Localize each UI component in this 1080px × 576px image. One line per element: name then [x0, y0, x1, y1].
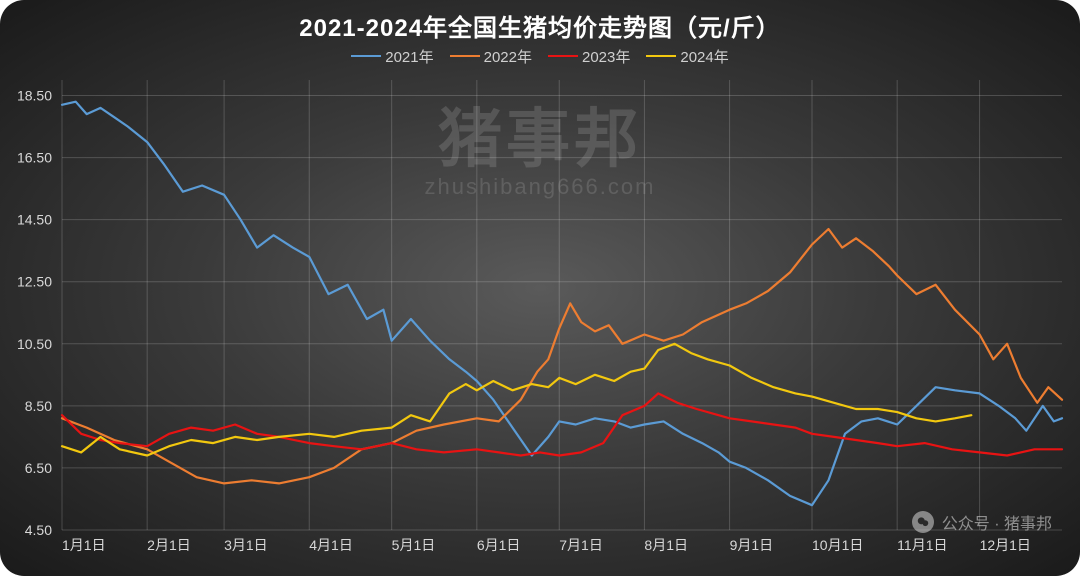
x-tick-label: 5月1日: [392, 537, 436, 553]
x-tick-label: 2月1日: [147, 537, 191, 553]
attribution: 公众号 · 猪事邦: [912, 510, 1052, 534]
attribution-text: 公众号 · 猪事邦: [942, 510, 1052, 534]
chart-container: 2021-2024年全国生猪均价走势图（元/斤） 2021年2022年2023年…: [0, 0, 1080, 576]
x-tick-label: 3月1日: [224, 537, 268, 553]
y-tick-label: 8.50: [25, 398, 52, 414]
y-tick-label: 12.50: [17, 274, 52, 290]
x-tick-label: 11月1日: [897, 537, 947, 553]
y-tick-label: 4.50: [25, 522, 52, 538]
y-tick-label: 6.50: [25, 460, 52, 476]
x-tick-label: 4月1日: [309, 537, 353, 553]
x-tick-label: 10月1日: [812, 537, 863, 553]
y-tick-label: 16.50: [17, 150, 52, 166]
series-line: [62, 393, 1062, 455]
y-tick-label: 14.50: [17, 212, 52, 228]
x-tick-label: 12月1日: [980, 537, 1031, 553]
x-tick-label: 7月1日: [559, 537, 603, 553]
wechat-icon: [912, 511, 934, 533]
y-tick-label: 10.50: [17, 336, 52, 352]
x-tick-label: 6月1日: [477, 537, 521, 553]
x-tick-label: 9月1日: [730, 537, 774, 553]
series-line: [62, 344, 971, 456]
x-tick-label: 1月1日: [62, 537, 106, 553]
chart-plot-svg: 4.50 6.50 8.50 10.50 12.50 14.50 16.50 18.50 1月1…: [0, 0, 1080, 576]
x-tick-label: 8月1日: [644, 537, 688, 553]
y-tick-label: 18.50: [17, 88, 52, 104]
